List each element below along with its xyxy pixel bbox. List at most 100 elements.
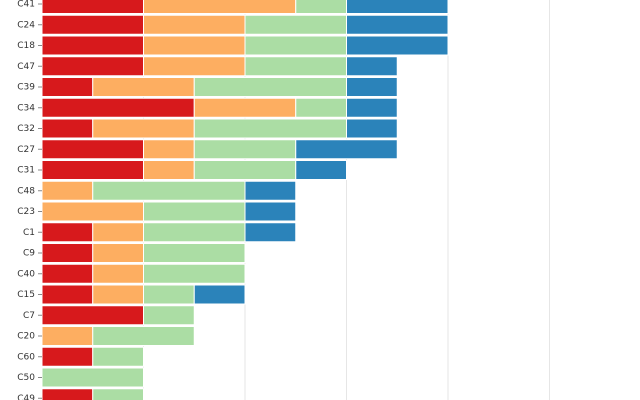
bars bbox=[41, 0, 449, 400]
bar-segment bbox=[41, 35, 144, 56]
bar-segment bbox=[92, 263, 144, 284]
y-tick-label: C7 bbox=[23, 311, 35, 321]
bar-segment bbox=[244, 222, 297, 243]
y-tick-label: C32 bbox=[17, 124, 35, 134]
bar-segment bbox=[92, 284, 144, 305]
bar-segment bbox=[346, 35, 449, 56]
bar-row-c47 bbox=[41, 56, 398, 77]
y-tick-label: C31 bbox=[17, 166, 35, 176]
bar-segment bbox=[41, 0, 144, 14]
bar-segment bbox=[244, 201, 297, 222]
bar-segment bbox=[295, 160, 347, 180]
bar-row-c60 bbox=[41, 346, 144, 367]
y-tick-label: C24 bbox=[17, 20, 35, 30]
bar-row-c9 bbox=[41, 243, 246, 263]
bar-segment bbox=[346, 14, 449, 35]
bar-segment bbox=[143, 0, 297, 14]
bar-row-c40 bbox=[41, 263, 246, 284]
bar-row-c23 bbox=[41, 201, 297, 222]
bar-segment bbox=[143, 201, 246, 222]
bar-segment bbox=[143, 284, 195, 305]
bar-segment bbox=[295, 139, 398, 160]
bar-row-c1 bbox=[41, 222, 297, 243]
bar-segment bbox=[41, 139, 144, 160]
bar-row-c48 bbox=[41, 180, 297, 201]
y-tick-label: C9 bbox=[23, 249, 35, 259]
bar-segment bbox=[193, 77, 347, 97]
bar-row-c27 bbox=[41, 139, 398, 160]
bar-segment bbox=[41, 56, 144, 77]
bar-segment bbox=[193, 97, 297, 118]
bar-segment bbox=[41, 201, 144, 222]
y-tick-label: C60 bbox=[17, 352, 35, 362]
bar-row-c41 bbox=[41, 0, 449, 14]
bar-segment bbox=[41, 118, 94, 139]
bar-segment bbox=[143, 139, 195, 160]
bar-row-c15 bbox=[41, 284, 246, 305]
bar-segment bbox=[346, 77, 398, 97]
y-tick-label: C41 bbox=[17, 0, 35, 10]
bar-segment bbox=[92, 118, 195, 139]
bar-segment bbox=[41, 263, 94, 284]
bar-segment bbox=[92, 77, 195, 97]
bar-segment bbox=[41, 284, 94, 305]
y-tick-label: C34 bbox=[17, 103, 35, 113]
bar-row-c49 bbox=[41, 388, 144, 400]
y-tick-label: C1 bbox=[23, 228, 35, 238]
y-tick-label: C18 bbox=[17, 41, 35, 51]
bar-row-c32 bbox=[41, 118, 398, 139]
y-tick-label: C50 bbox=[17, 373, 35, 383]
bar-segment bbox=[244, 35, 347, 56]
bar-row-c18 bbox=[41, 35, 449, 56]
bar-segment bbox=[143, 160, 195, 180]
bar-segment bbox=[92, 326, 195, 346]
bar-segment bbox=[346, 97, 398, 118]
bar-segment bbox=[41, 222, 94, 243]
bar-row-c24 bbox=[41, 14, 449, 35]
bar-row-c39 bbox=[41, 77, 398, 97]
bar-segment bbox=[143, 305, 195, 326]
bar-row-c34 bbox=[41, 97, 398, 118]
bar-segment bbox=[41, 305, 144, 326]
bar-segment bbox=[92, 180, 246, 201]
bar-segment bbox=[41, 160, 144, 180]
bar-segment bbox=[346, 118, 398, 139]
y-tick-label: C27 bbox=[17, 145, 35, 155]
bar-row-c50 bbox=[41, 367, 144, 388]
bar-segment bbox=[41, 388, 94, 400]
bar-segment bbox=[92, 243, 144, 263]
bar-segment bbox=[193, 118, 347, 139]
bar-segment bbox=[92, 346, 144, 367]
bar-segment bbox=[143, 35, 246, 56]
y-tick-label: C39 bbox=[17, 83, 35, 93]
bar-segment bbox=[244, 56, 347, 77]
bar-segment bbox=[92, 388, 144, 400]
bar-segment bbox=[92, 222, 144, 243]
bar-segment bbox=[41, 180, 94, 201]
y-tick-label: C49 bbox=[17, 394, 35, 400]
bar-segment bbox=[143, 14, 246, 35]
y-tick-label: C15 bbox=[17, 290, 35, 300]
y-tick-label: C48 bbox=[17, 186, 35, 196]
bar-segment bbox=[143, 56, 246, 77]
bar-segment bbox=[143, 263, 246, 284]
bar-segment bbox=[193, 139, 297, 160]
bar-segment bbox=[346, 56, 398, 77]
bar-segment bbox=[143, 222, 246, 243]
bar-segment bbox=[41, 326, 94, 346]
bar-segment bbox=[143, 243, 246, 263]
bar-segment bbox=[193, 284, 246, 305]
bar-segment bbox=[41, 77, 94, 97]
bar-row-c20 bbox=[41, 326, 195, 346]
bar-segment bbox=[346, 0, 449, 14]
bar-row-c31 bbox=[41, 160, 347, 180]
bar-segment bbox=[244, 14, 347, 35]
bar-segment bbox=[295, 0, 347, 14]
y-tick-label: C47 bbox=[17, 62, 35, 72]
bar-segment bbox=[41, 97, 195, 118]
bar-segment bbox=[41, 367, 144, 388]
bar-segment bbox=[41, 243, 94, 263]
bar-segment bbox=[41, 14, 144, 35]
